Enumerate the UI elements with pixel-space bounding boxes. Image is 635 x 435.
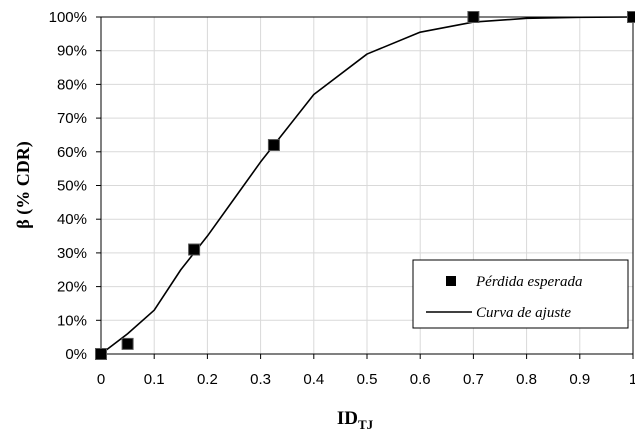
x-axis-label-sub: TJ bbox=[358, 417, 374, 432]
data-point-square bbox=[188, 243, 201, 256]
x-tick-label: 0.8 bbox=[516, 371, 537, 388]
x-tick-label: 1 bbox=[629, 371, 635, 388]
data-point-square bbox=[95, 348, 107, 360]
y-tick-label: 10% bbox=[57, 312, 87, 329]
y-tick-label: 50% bbox=[57, 178, 87, 195]
legend-box bbox=[412, 259, 629, 329]
legend-marker-square bbox=[446, 276, 456, 286]
y-tick-label: 70% bbox=[57, 110, 87, 127]
data-point-square bbox=[121, 337, 134, 350]
y-tick-label: 100% bbox=[49, 9, 87, 26]
data-point-square bbox=[627, 11, 635, 23]
y-tick-label: 0% bbox=[65, 346, 87, 363]
x-axis-label: IDTJ bbox=[337, 408, 374, 432]
data-point-square bbox=[467, 11, 480, 23]
y-tick-label: 20% bbox=[57, 279, 87, 296]
x-tick-label: 0.1 bbox=[144, 371, 165, 388]
y-tick-label: 80% bbox=[57, 76, 87, 93]
x-axis: 0 0.1 0.2 0.3 0.4 0.5 0.6 0.7 0.8 0.9 1 bbox=[97, 354, 635, 388]
x-tick-label: 0.3 bbox=[250, 371, 271, 388]
x-tick-label: 0.7 bbox=[463, 371, 484, 388]
y-tick-label: 60% bbox=[57, 144, 87, 161]
y-tick-label: 90% bbox=[57, 43, 87, 60]
legend-label-curva: Curva de ajuste bbox=[476, 305, 571, 321]
y-axis-label: β (% CDR) bbox=[13, 141, 34, 228]
x-tick-label: 0.5 bbox=[357, 371, 378, 388]
y-axis: 0% 10% 20% 30% 40% 50% 60% 70% 80% 90% 100% bbox=[49, 9, 101, 363]
y-tick-label: 40% bbox=[57, 211, 87, 228]
x-tick-label: 0.9 bbox=[569, 371, 590, 388]
legend-label-perdida: Pérdida esperada bbox=[475, 274, 583, 290]
x-axis-label-main: ID bbox=[337, 408, 358, 429]
x-tick-label: 0 bbox=[97, 371, 105, 388]
fit-curve-line bbox=[100, 16, 634, 355]
y-tick-label: 30% bbox=[57, 245, 87, 262]
x-tick-label: 0.4 bbox=[303, 371, 324, 388]
x-tick-label: 0.2 bbox=[197, 371, 218, 388]
series-layer bbox=[95, 11, 635, 360]
x-tick-label: 0.6 bbox=[410, 371, 431, 388]
data-point-square bbox=[267, 139, 280, 152]
legend: Pérdida esperada Curva de ajuste bbox=[412, 259, 629, 329]
